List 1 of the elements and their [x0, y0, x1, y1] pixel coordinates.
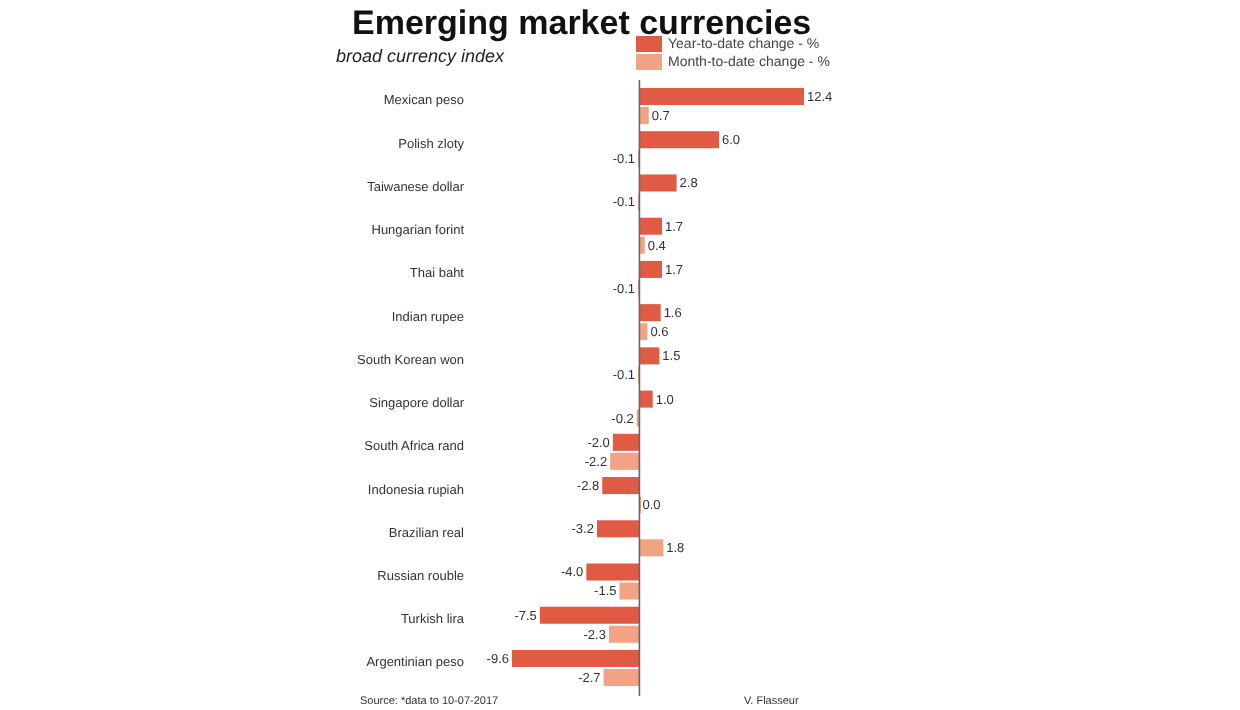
chart-subtitle: broad currency index — [336, 46, 506, 66]
